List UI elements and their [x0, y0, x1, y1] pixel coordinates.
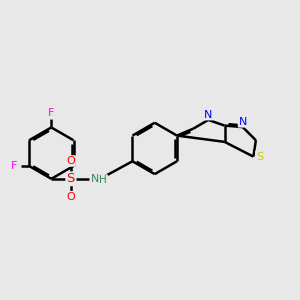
Text: F: F: [11, 161, 18, 171]
Text: N: N: [238, 117, 247, 127]
Text: O: O: [66, 192, 75, 202]
Text: S: S: [256, 152, 263, 162]
Text: H: H: [100, 175, 107, 185]
Text: N: N: [204, 110, 212, 120]
Text: O: O: [66, 156, 75, 166]
Text: N: N: [91, 174, 99, 184]
Text: F: F: [48, 108, 55, 118]
Text: S: S: [67, 172, 75, 185]
